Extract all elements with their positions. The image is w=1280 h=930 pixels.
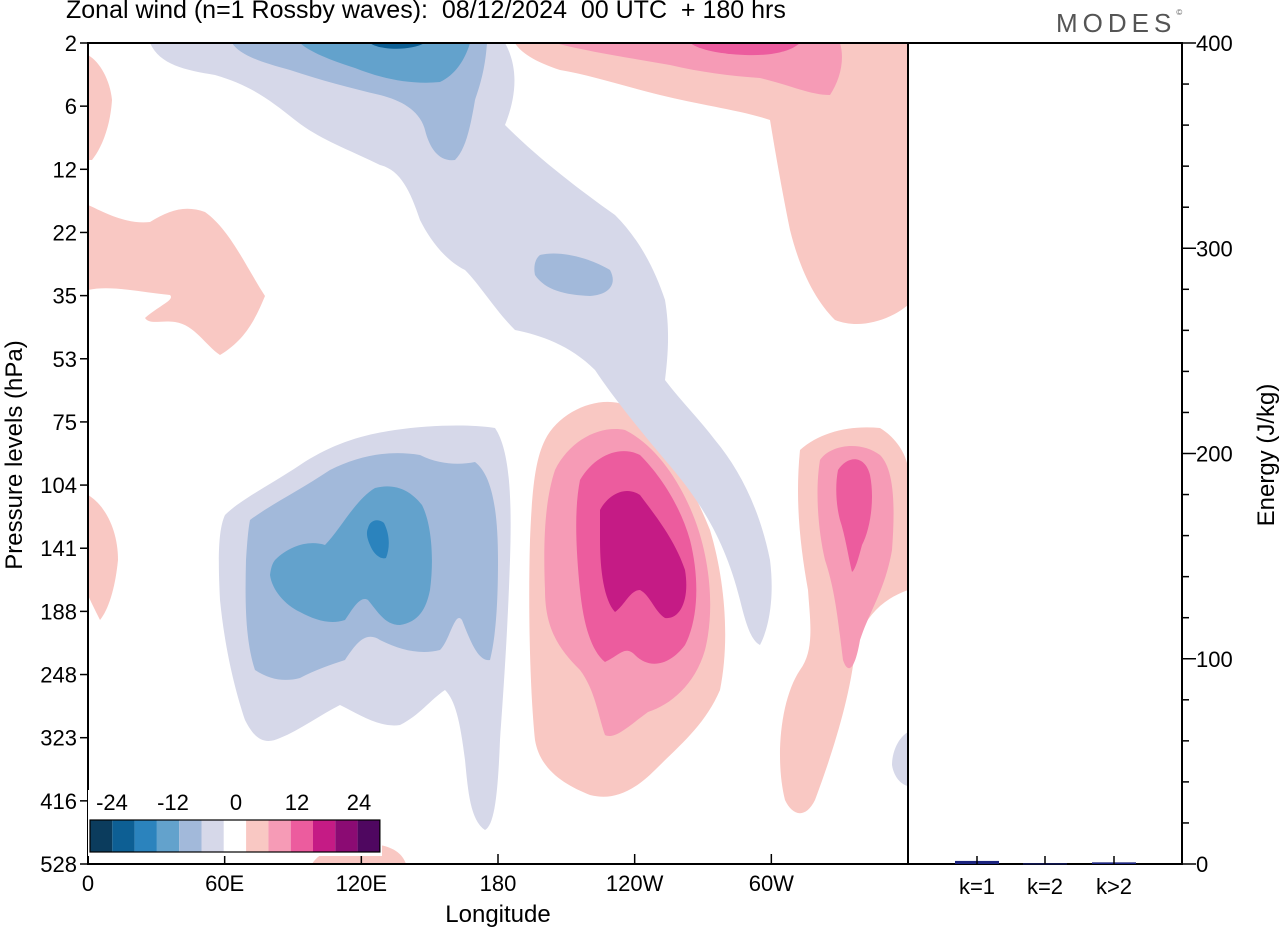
- copyright-mark: ©: [1176, 8, 1183, 17]
- y-tick-label: 104: [40, 473, 77, 498]
- negative-contour-lower-l3: [270, 486, 432, 625]
- y-tick-label: 53: [53, 347, 77, 372]
- colorbar-swatch: [290, 820, 313, 852]
- colorbar-swatch: [156, 820, 180, 852]
- colorbar-swatch: [335, 820, 358, 852]
- heatmap-ticks: 0 60E 120E 180 120W 60W 2 6 12 22 35 53 75 104 141 188 2…: [40, 31, 794, 896]
- negative-contour-upper-core: [370, 43, 425, 49]
- y-tick-label: 35: [53, 284, 77, 309]
- colorbar-tick-label: -12: [157, 790, 189, 815]
- negative-contour-small: [534, 253, 613, 296]
- y-tick-label: 188: [40, 599, 77, 624]
- y-tick-label: 528: [40, 852, 77, 877]
- energy-ticks: 0 100 200 300 400: [1182, 31, 1233, 877]
- energy-axis-label: Energy (J/kg): [1253, 384, 1280, 527]
- chart-title: Zonal wind (n=1 Rossby waves): 08/12/202…: [66, 0, 786, 24]
- x-tick-label: 60W: [749, 871, 794, 896]
- energy-category-label: k=2: [1027, 874, 1063, 899]
- y-tick-label: 6: [65, 94, 77, 119]
- y-axis-label: Pressure levels (hPa): [1, 340, 28, 569]
- y-tick-label: 416: [40, 789, 77, 814]
- colorbar-tick-label: 24: [347, 790, 371, 815]
- negative-contour-upper-l3: [300, 43, 470, 83]
- colorbar-swatch: [90, 820, 113, 852]
- positive-contour-left-lower: [88, 495, 118, 620]
- energy-category-label: k>2: [1096, 874, 1132, 899]
- y-tick-label: 2: [65, 31, 77, 56]
- y-tick-label: 248: [40, 663, 77, 688]
- positive-contour-right-l3: [836, 459, 873, 572]
- y-tick-label: 12: [53, 157, 77, 182]
- y-tick-label: 141: [40, 536, 77, 561]
- colorbar-swatch: [246, 820, 269, 852]
- colorbar-swatch: [201, 820, 224, 852]
- negative-contour-upper: [150, 43, 772, 645]
- energy-tick-label: 400: [1196, 31, 1233, 56]
- positive-contour-upper-right: [515, 43, 908, 325]
- x-tick-label: 120W: [606, 871, 664, 896]
- colorbar-swatch: [313, 820, 336, 852]
- energy-tick-label: 100: [1196, 647, 1233, 672]
- x-tick-label: 60E: [205, 871, 244, 896]
- modes-logo: MODES©: [1056, 8, 1182, 39]
- colorbar: -24 -12 0 12 24: [88, 790, 382, 856]
- colorbar-swatch: [268, 820, 291, 852]
- colorbar-border: [89, 819, 381, 853]
- colorbar-swatch: [357, 820, 380, 852]
- x-axis-label: Longitude: [445, 901, 550, 928]
- energy-frame: [907, 42, 1183, 865]
- y-tick-label: 22: [53, 220, 77, 245]
- positive-contour-upper-right-l3: [690, 43, 800, 56]
- colorbar-tick-label: 0: [230, 790, 242, 815]
- y-tick-label: 75: [53, 410, 77, 435]
- energy-tick-label: 200: [1196, 442, 1233, 467]
- positive-contour-main-core: [600, 490, 687, 619]
- y-tick-label: 323: [40, 726, 77, 751]
- brand-text: MODES: [1056, 8, 1177, 38]
- positive-contour-upper-right-l2: [555, 43, 842, 95]
- positive-contour-left-edge: [88, 55, 112, 160]
- colorbar-swatch: [112, 820, 135, 852]
- negative-contour-right-edge: [892, 732, 908, 786]
- colorbar-swatch: [179, 820, 202, 852]
- colorbar-swatch: [223, 820, 247, 852]
- colorbar-swatch: [134, 820, 157, 852]
- energy-tick-label: 0: [1196, 852, 1208, 877]
- colorbar-tick-label: -24: [96, 790, 128, 815]
- energy-category-label: k=1: [959, 874, 995, 899]
- energy-bars: k=1 k=2 k>2: [955, 856, 1136, 899]
- x-tick-label: 0: [82, 871, 94, 896]
- x-tick-label: 180: [480, 871, 517, 896]
- colorbar-tick-label: 12: [285, 790, 309, 815]
- x-tick-label: 120E: [336, 871, 387, 896]
- negative-contour-lower-core: [366, 520, 389, 559]
- energy-tick-label: 300: [1196, 236, 1233, 261]
- positive-contour-left-mid: [88, 205, 265, 355]
- contour-field: [88, 43, 908, 864]
